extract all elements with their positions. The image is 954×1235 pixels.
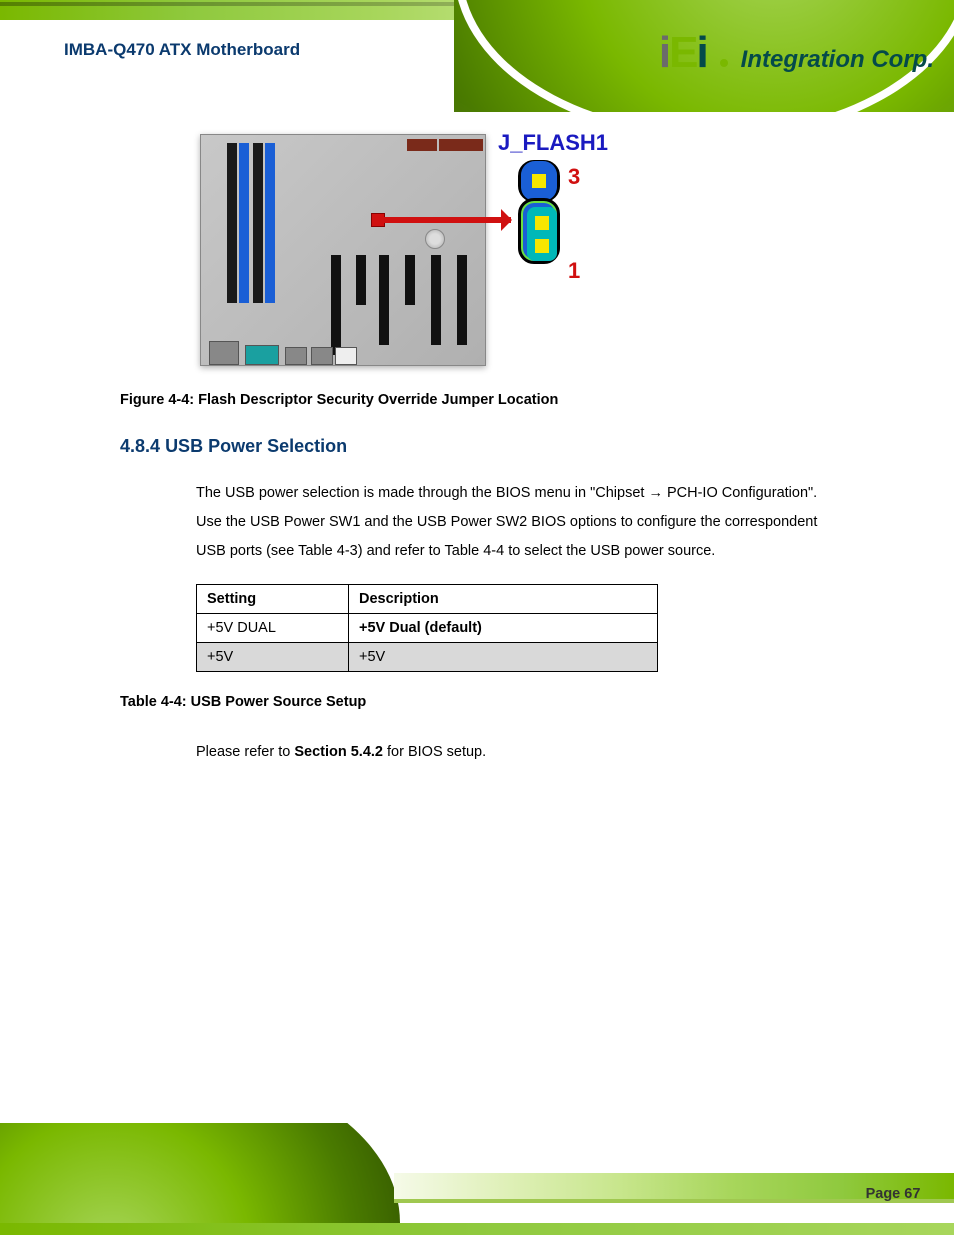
brand-logo: iEi Integration Corp. xyxy=(659,28,934,78)
io-port-icon xyxy=(311,347,333,365)
logo-area: iEi Integration Corp. xyxy=(454,0,954,112)
logo-letter-i1: i xyxy=(659,28,669,77)
dimm-slot-icon xyxy=(239,143,249,303)
pin-number-3: 3 xyxy=(568,164,580,190)
io-port-icon xyxy=(245,345,279,365)
pin-12-socket xyxy=(518,198,560,264)
table-cell: +5V xyxy=(197,643,349,672)
section-heading: 4.8.4 USB Power Selection xyxy=(120,436,820,457)
logo-letter-i2: i xyxy=(696,28,706,77)
board-figure: J_FLASH1 3 1 xyxy=(200,130,580,380)
expansion-slot-icon xyxy=(457,255,467,345)
pin-12-short-cap xyxy=(527,207,557,261)
body-region: Figure 4-4: Flash Descriptor Security Ov… xyxy=(120,392,820,785)
hint-section-ref: Section 5.4.2 xyxy=(294,744,383,760)
expansion-slot-icon xyxy=(356,255,366,305)
table-cell: +5V Dual (default) xyxy=(349,614,658,643)
dimm-slot-icon xyxy=(253,143,263,303)
logo-iei: iEi xyxy=(659,28,707,78)
body-paragraph: The USB power selection is made through … xyxy=(120,479,820,566)
hint-prefix: Please refer to xyxy=(196,744,294,760)
top-connector-icon xyxy=(439,139,483,151)
figure-caption: Figure 4-4: Flash Descriptor Security Ov… xyxy=(120,392,820,408)
expansion-slot-icon xyxy=(379,255,389,345)
footer-bottom-stripe xyxy=(0,1223,954,1235)
expansion-slot-icon xyxy=(331,255,341,355)
expansion-slot-icon xyxy=(431,255,441,345)
footer-curve-bg xyxy=(0,1123,400,1223)
io-port-icon xyxy=(285,347,307,365)
logo-letter-e: E xyxy=(669,28,696,77)
pin-closed-icon xyxy=(535,216,549,230)
io-port-icon xyxy=(209,341,239,365)
section-number: 4.8.4 xyxy=(120,436,160,456)
footer-band: Page 67 xyxy=(0,1123,954,1223)
usb-power-table: Setting Description +5V DUAL +5V Dual (d… xyxy=(196,584,658,672)
motherboard-image xyxy=(200,134,486,366)
page-number-label: Page 67 xyxy=(828,1165,954,1223)
table-row: +5V DUAL +5V Dual (default) xyxy=(197,614,658,643)
table-cell: +5V DUAL xyxy=(197,614,349,643)
top-connector-icon xyxy=(407,139,437,151)
pin-3-body xyxy=(521,161,557,201)
logo-corp-text: Integration Corp. xyxy=(741,46,934,74)
table-header-description: Description xyxy=(349,585,658,614)
hint-suffix: for BIOS setup. xyxy=(383,744,486,760)
table-caption: Table 4-4: USB Power Source Setup xyxy=(120,694,820,710)
pin-3-socket xyxy=(518,160,560,202)
io-port-icon xyxy=(335,347,357,365)
dimm-slot-icon xyxy=(265,143,275,303)
pin-open-icon xyxy=(532,174,546,188)
pin-closed-icon xyxy=(535,239,549,253)
dimm-slot-icon xyxy=(227,143,237,303)
jumper-pin-diagram: 3 1 xyxy=(516,160,562,264)
table-row: +5V +5V xyxy=(197,643,658,672)
logo-dot-icon xyxy=(720,59,728,67)
section-title: USB Power Selection xyxy=(165,436,347,456)
jumper-callout: J_FLASH1 3 1 xyxy=(516,130,608,264)
table-cell: +5V xyxy=(349,643,658,672)
expansion-slot-icon xyxy=(405,255,415,305)
bios-hint-text: Please refer to Section 5.4.2 for BIOS s… xyxy=(120,738,820,767)
arrow-right-icon xyxy=(383,217,511,223)
jumper-name-label: J_FLASH1 xyxy=(498,130,608,156)
pin-number-1: 1 xyxy=(568,258,580,284)
product-name: IMBA-Q470 ATX Motherboard xyxy=(64,40,450,60)
coin-cell-icon xyxy=(425,229,445,249)
table-header-setting: Setting xyxy=(197,585,349,614)
product-name-area: IMBA-Q470 ATX Motherboard xyxy=(0,22,450,102)
table-cell-bold: +5V Dual (default) xyxy=(359,620,482,636)
